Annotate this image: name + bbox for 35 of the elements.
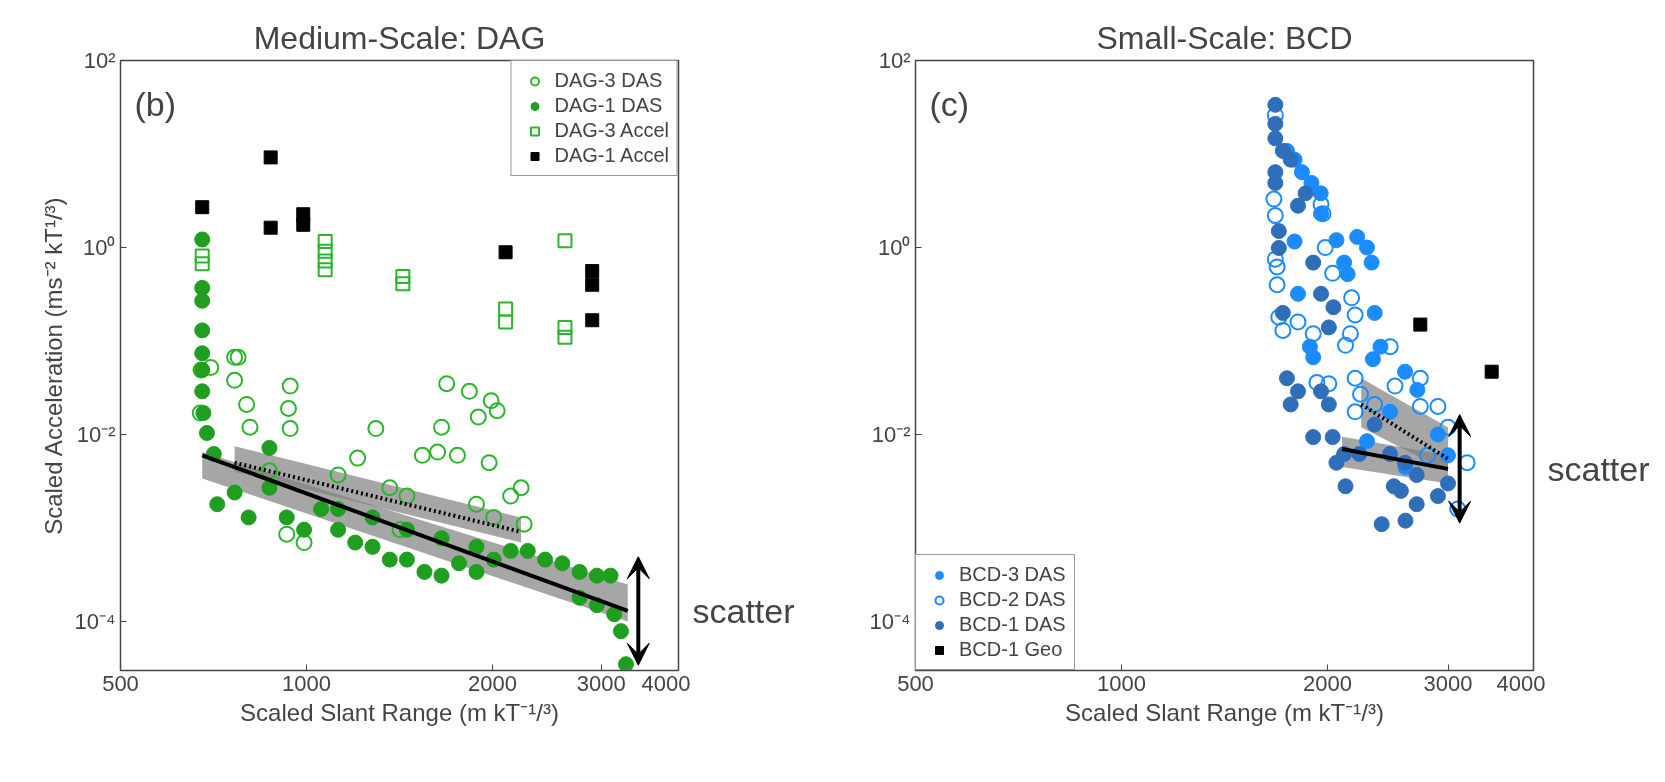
x-tick-label: 2000 [1303, 670, 1352, 696]
y-tick-label: 10⁻² [871, 422, 911, 448]
y-tick-label: 10² [878, 48, 911, 73]
x-tick-label: 1000 [282, 670, 331, 696]
y-tick-label: 10⁰ [878, 235, 911, 261]
annotation: (b) [134, 84, 177, 123]
x-tick-label: 3000 [1423, 670, 1473, 696]
legend-label: DAG-3 DAS [554, 69, 663, 92]
legend-label: BCD-2 DAS [959, 588, 1066, 611]
chart-title: Small-Scale: BCD [1096, 19, 1353, 56]
y-tick-label: 10⁰ [83, 235, 116, 261]
x-axis-title: Scaled Slant Range (m kT⁻¹/³) [1065, 698, 1384, 726]
chart-title: Medium-Scale: DAG [253, 19, 546, 56]
x-tick-label: 2000 [468, 670, 517, 696]
y-axis-title: Scaled Acceleration (ms⁻² kT¹/³) [39, 197, 67, 535]
legend-label: BCD-1 Geo [959, 638, 1063, 661]
legend-label: DAG-3 Accel [554, 119, 669, 142]
y-tick-label: 10² [83, 48, 116, 73]
legend-label: DAG-1 Accel [554, 144, 669, 167]
legend-label: BCD-3 DAS [959, 563, 1066, 586]
text: scatter [1547, 449, 1650, 488]
legend-label: DAG-1 DAS [554, 94, 663, 117]
legend-label: BCD-1 DAS [959, 613, 1066, 636]
x-tick-label: 3000 [576, 670, 626, 696]
x-tick-label: 1000 [1097, 670, 1146, 696]
y-tick-label: 10⁻⁴ [869, 609, 911, 635]
annotation: (c) [929, 84, 970, 123]
y-tick-label: 10⁻² [76, 422, 116, 448]
x-tick-label: 4000 [1496, 670, 1546, 696]
y-tick-label: 10⁻⁴ [74, 609, 116, 635]
x-axis-title: Scaled Slant Range (m kT⁻¹/³) [240, 698, 559, 726]
text: scatter [692, 591, 795, 630]
x-tick-label: 500 [102, 670, 139, 696]
x-tick-label: 4000 [641, 670, 691, 696]
x-tick-label: 500 [897, 670, 934, 696]
